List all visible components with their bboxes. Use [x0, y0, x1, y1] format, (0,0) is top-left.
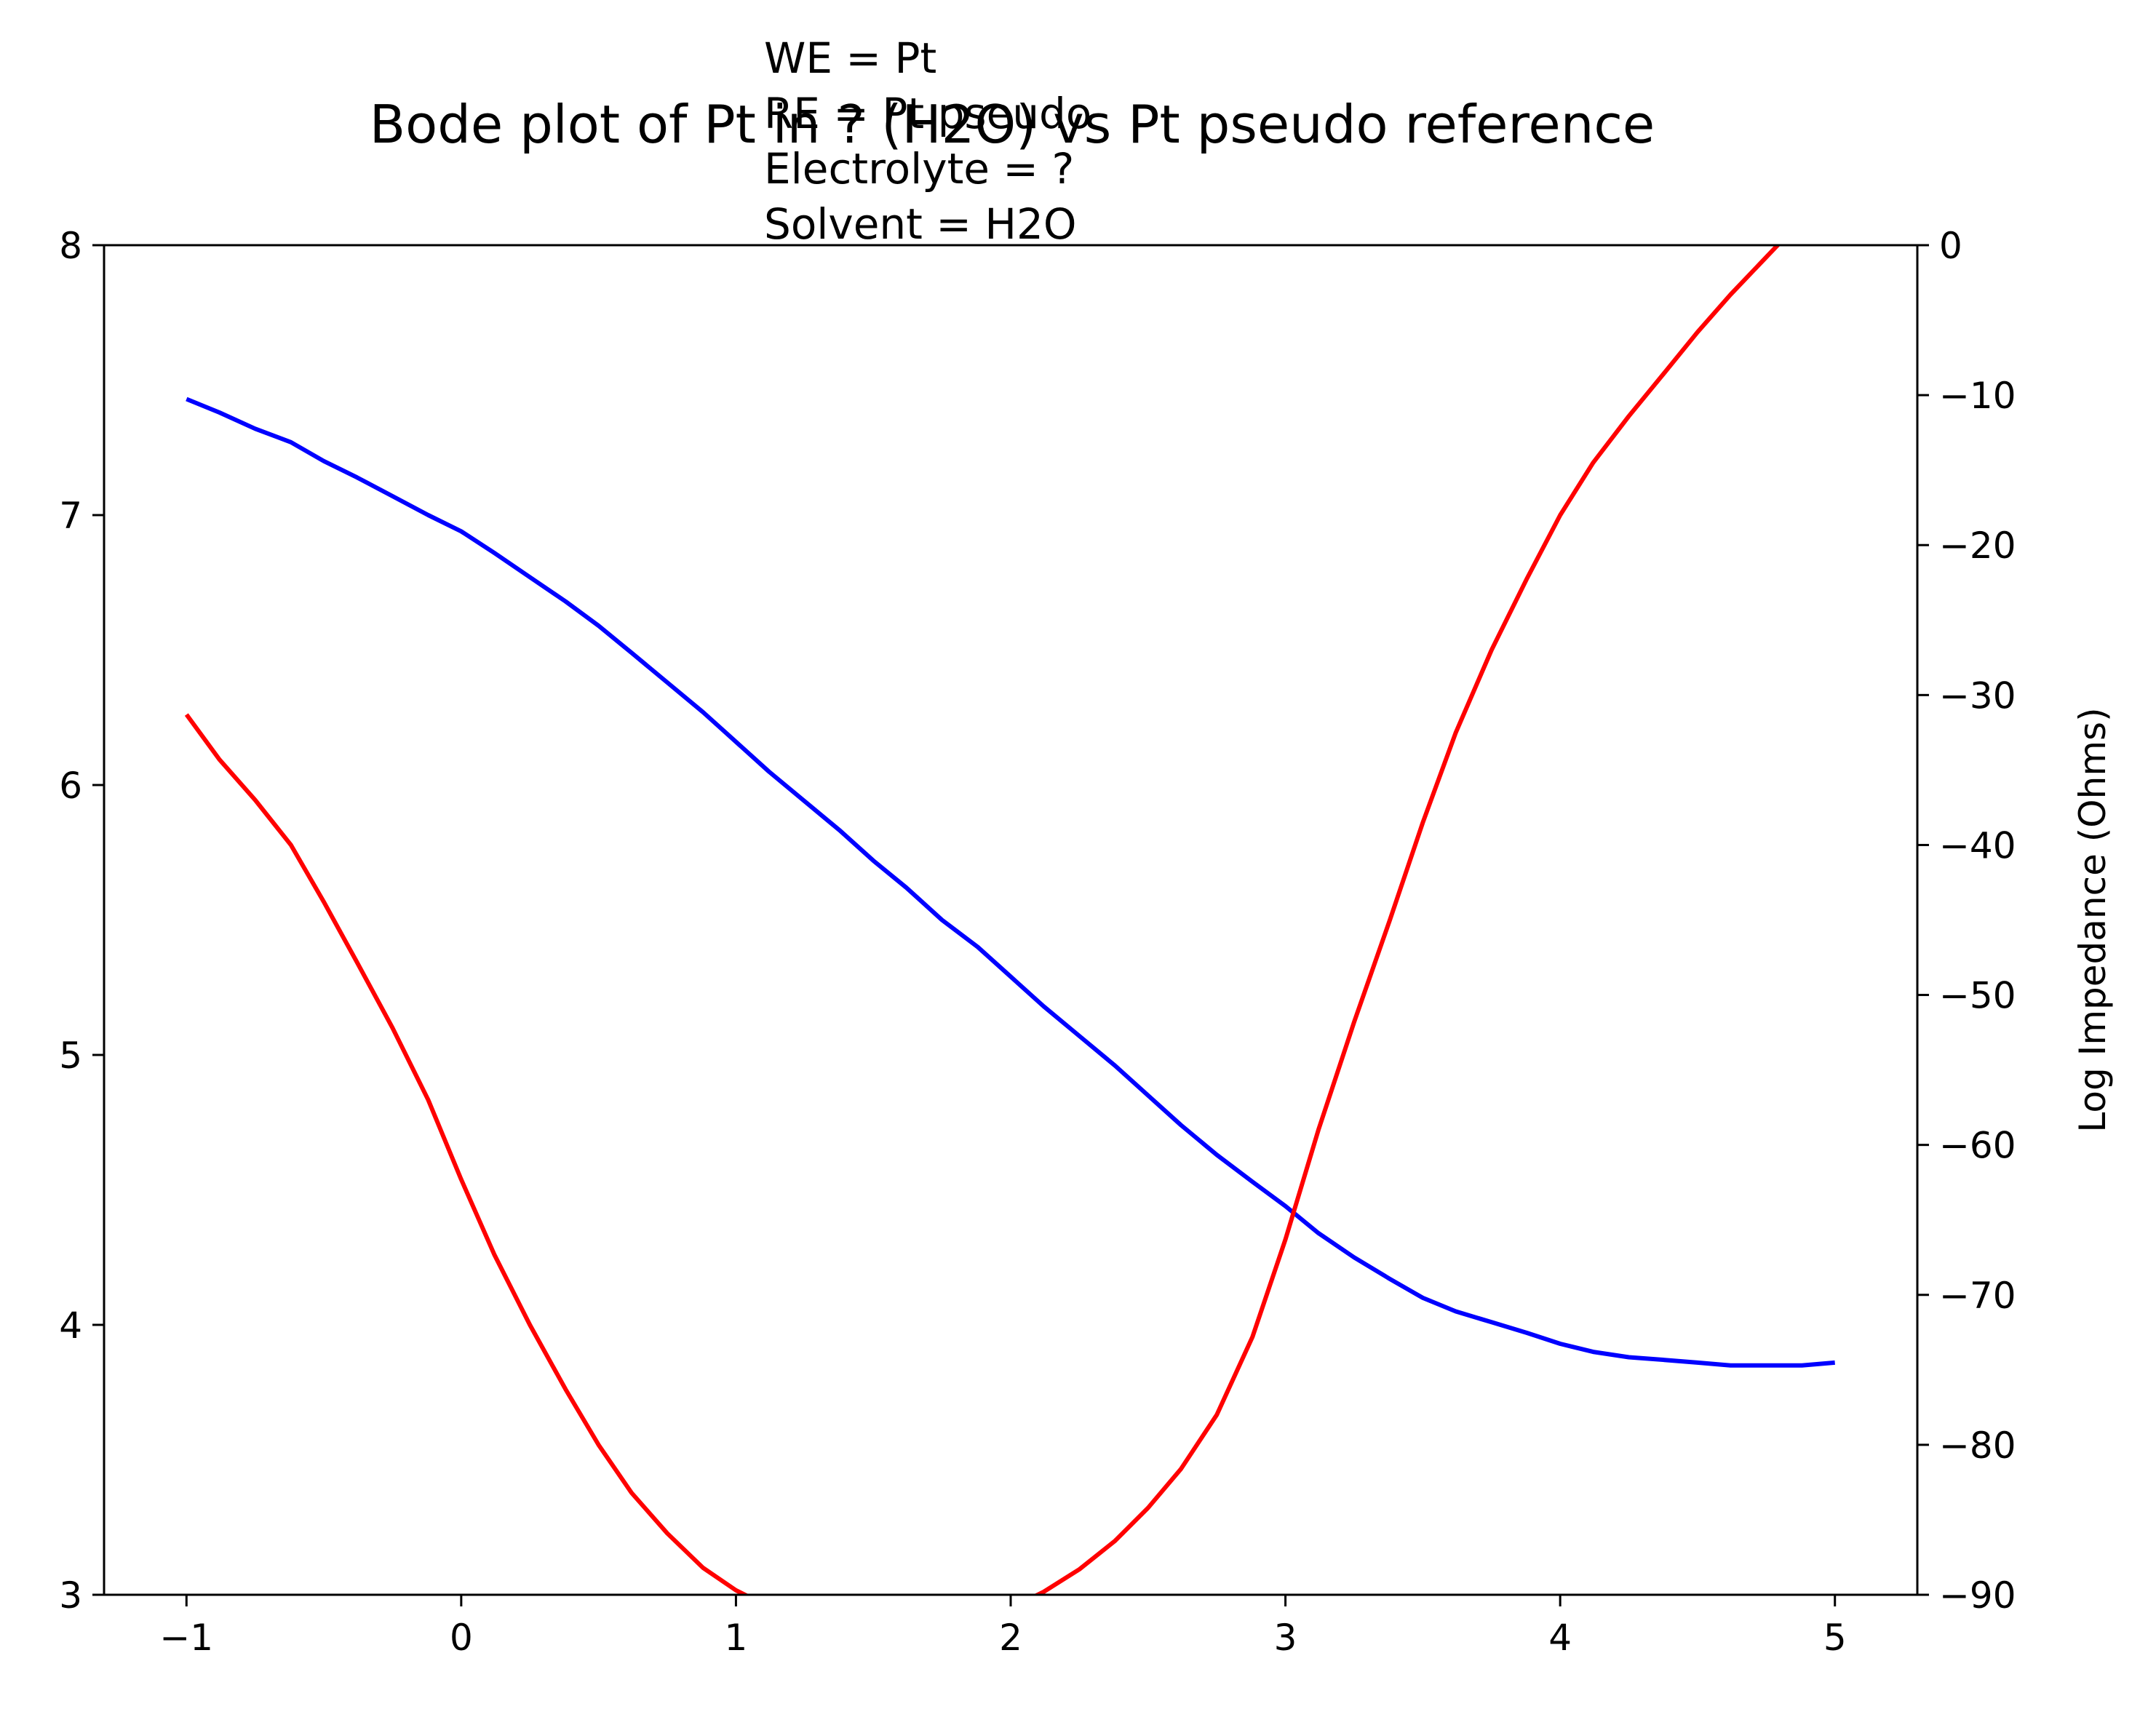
plot-frame	[103, 244, 1919, 1596]
x-tick-label: −1	[159, 1617, 213, 1659]
annotation-line-re: RE = Pt pseudo	[764, 89, 1091, 138]
right-y-tick-label: −50	[1939, 975, 2016, 1017]
right-y-tick-label: −90	[1939, 1574, 2016, 1617]
right-y-tick-label: −80	[1939, 1425, 2016, 1467]
annotation-line-we: WE = Pt	[764, 33, 936, 83]
left-y-tick-label: 5	[59, 1035, 82, 1077]
left-y-tick-label: 6	[59, 765, 82, 807]
right-y-tick-label: −60	[1939, 1125, 2016, 1167]
right-y-tick-label: 0	[1939, 225, 1962, 267]
x-tick-label: 4	[1548, 1617, 1572, 1659]
annotation-line-solvent: Solvent = H2O	[764, 199, 1077, 249]
series-line-right-axis	[184, 245, 1781, 1595]
axes: −1 0 1 2 3 4 5345678−90−80−70−60−50−40−30−20−1…	[59, 225, 2016, 1659]
x-tick-label: 5	[1823, 1617, 1847, 1659]
series-line-left-axis	[186, 397, 1835, 1368]
x-tick-label: 0	[450, 1617, 473, 1659]
right-y-tick-label: −10	[1939, 375, 2016, 417]
x-tick-label: 1	[725, 1617, 748, 1659]
left-y-tick-label: 3	[59, 1574, 82, 1617]
left-y-tick-label: 4	[59, 1304, 82, 1347]
right-y-tick-label: −40	[1939, 824, 2016, 867]
right-y-tick-label: −70	[1939, 1275, 2016, 1317]
annotation-line-electrolyte: Electrolyte = ?	[764, 144, 1074, 194]
right-y-tick-label: −30	[1939, 674, 2016, 717]
plot-area	[184, 245, 1835, 1595]
left-y-tick-label: 7	[59, 495, 82, 537]
right-y-axis-label: Log Impedance (Ohms)	[2072, 707, 2114, 1132]
right-y-tick-label: −20	[1939, 525, 2016, 567]
annotation-group: WE = Pt RE = Pt pseudo Electrolyte = ? S…	[764, 33, 1091, 249]
x-tick-label: 2	[999, 1617, 1022, 1659]
left-y-tick-label: 8	[59, 225, 82, 267]
chart-title-group: Bode plot of Pt in ? (H2O) vs Pt pseudo …	[370, 94, 1655, 155]
x-tick-label: 3	[1274, 1617, 1297, 1659]
chart-title: Bode plot of Pt in ? (H2O) vs Pt pseudo …	[370, 94, 1655, 155]
